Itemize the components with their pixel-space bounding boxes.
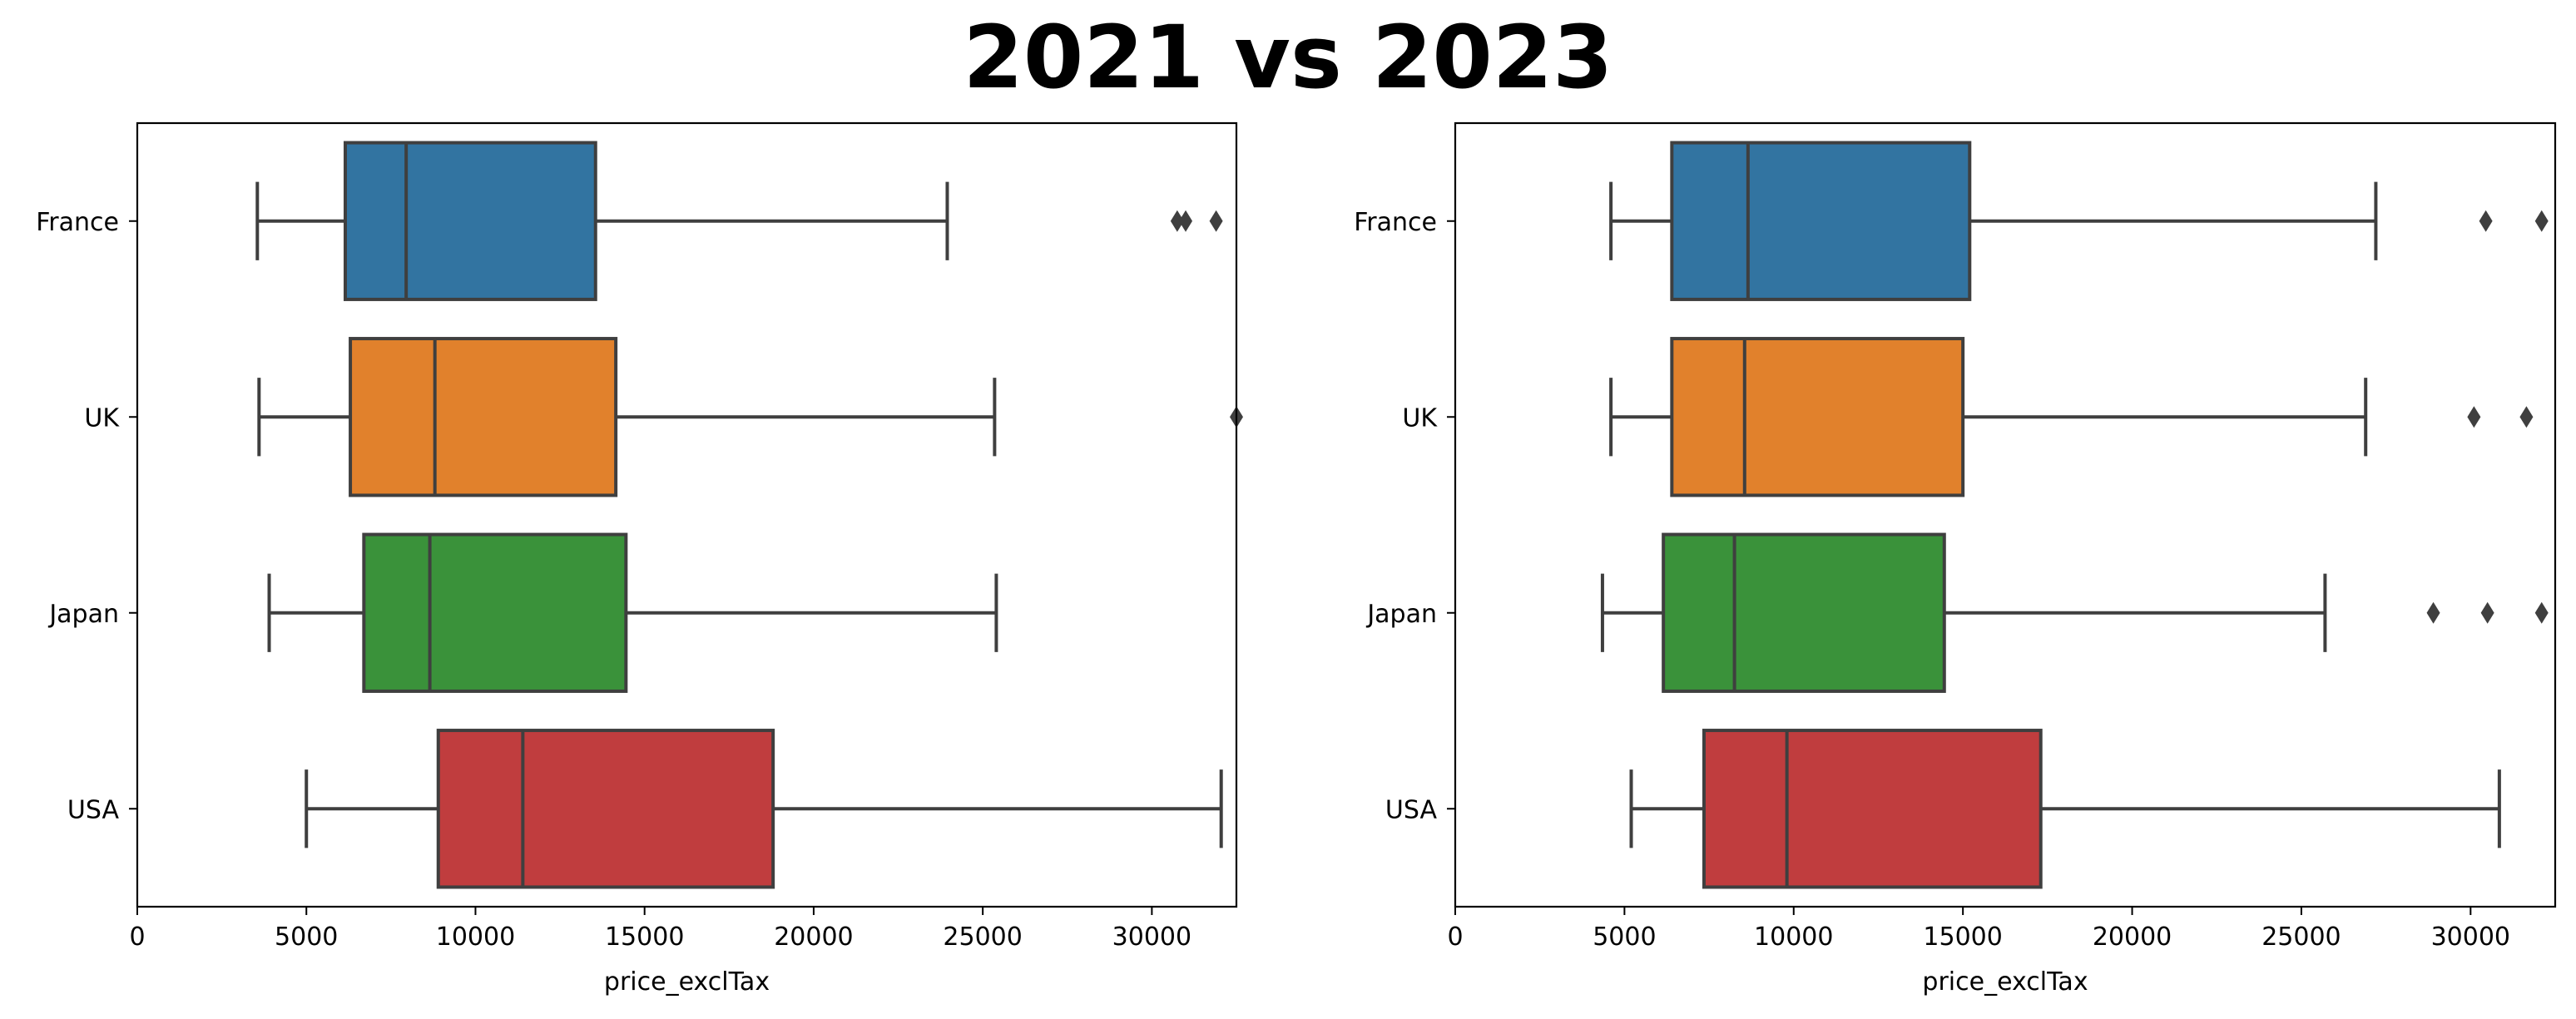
iqr-box <box>1670 141 1972 301</box>
plot-panel-2023: 0 5000 10000 15000 20000 25000 30000 France UK Ja… <box>1354 121 2557 997</box>
y-tick-label: UK <box>84 403 120 433</box>
iqr-box <box>1662 532 1946 693</box>
x-tick-label: 20000 <box>774 923 853 952</box>
box-group-uk <box>1609 337 2534 497</box>
box-group-usa <box>1629 729 2501 889</box>
x-axis-label-2023: price_exclTax <box>1922 967 2088 997</box>
iqr-box <box>436 729 775 889</box>
x-tick-label: 0 <box>129 923 145 952</box>
y-tick-label: France <box>1354 208 1437 237</box>
plot-panel-2021: 0 5000 10000 15000 20000 25000 30000 France UK Ja… <box>36 121 1243 997</box>
x-tick-label: 15000 <box>1923 923 2002 952</box>
outlier-point <box>1179 210 1193 232</box>
x-axis-label-2021: price_exclTax <box>604 967 770 997</box>
iqr-box <box>343 141 597 301</box>
y-tick-label: France <box>36 208 119 237</box>
plot-marks-2021: 0 5000 10000 15000 20000 25000 30000 France UK Ja… <box>36 141 1243 952</box>
x-tick-label: 5000 <box>1593 923 1656 952</box>
y-tick-label: Japan <box>47 600 119 629</box>
x-tick-label: 25000 <box>943 923 1022 952</box>
outlier-point <box>2426 601 2440 624</box>
x-tick-label: 0 <box>1447 923 1463 952</box>
x-tick-label: 20000 <box>2093 923 2172 952</box>
x-tick-label: 10000 <box>436 923 515 952</box>
outlier-point <box>2479 210 2493 232</box>
plot-frame-2023 <box>1454 121 2557 908</box>
plot-frame-2021 <box>136 121 1238 908</box>
x-tick-label: 25000 <box>2261 923 2341 952</box>
box-group-france <box>1609 141 2549 301</box>
y-tick-label: Japan <box>1365 600 1437 629</box>
y-tick-label: USA <box>1385 795 1438 824</box>
y-tick-label: UK <box>1402 403 1438 433</box>
outlier-point <box>2534 601 2549 624</box>
box-group-japan <box>267 532 998 693</box>
x-tick-label: 5000 <box>275 923 338 952</box>
outlier-point <box>1170 210 1184 232</box>
y-tick-label: USA <box>67 795 120 824</box>
outlier-point <box>2534 210 2549 232</box>
outlier-point <box>1209 210 1223 232</box>
box-group-usa <box>305 729 1223 889</box>
iqr-box <box>349 337 618 497</box>
chart-title: 2021 vs 2023 <box>963 7 1612 108</box>
x-tick-label: 30000 <box>1112 923 1191 952</box>
x-tick-label: 30000 <box>2431 923 2510 952</box>
iqr-box <box>362 532 628 693</box>
x-tick-label: 10000 <box>1754 923 1833 952</box>
iqr-box <box>1670 337 1965 497</box>
plot-marks-2023: 0 5000 10000 15000 20000 25000 30000 France UK Ja… <box>1354 141 2549 952</box>
outlier-point <box>2519 406 2534 428</box>
iqr-box <box>1702 729 2043 889</box>
outlier-point <box>2480 601 2494 624</box>
box-group-uk <box>257 337 1243 497</box>
x-tick-label: 15000 <box>605 923 684 952</box>
box-group-france <box>255 141 1223 301</box>
outlier-point <box>2467 406 2481 428</box>
box-group-japan <box>1600 532 2549 693</box>
